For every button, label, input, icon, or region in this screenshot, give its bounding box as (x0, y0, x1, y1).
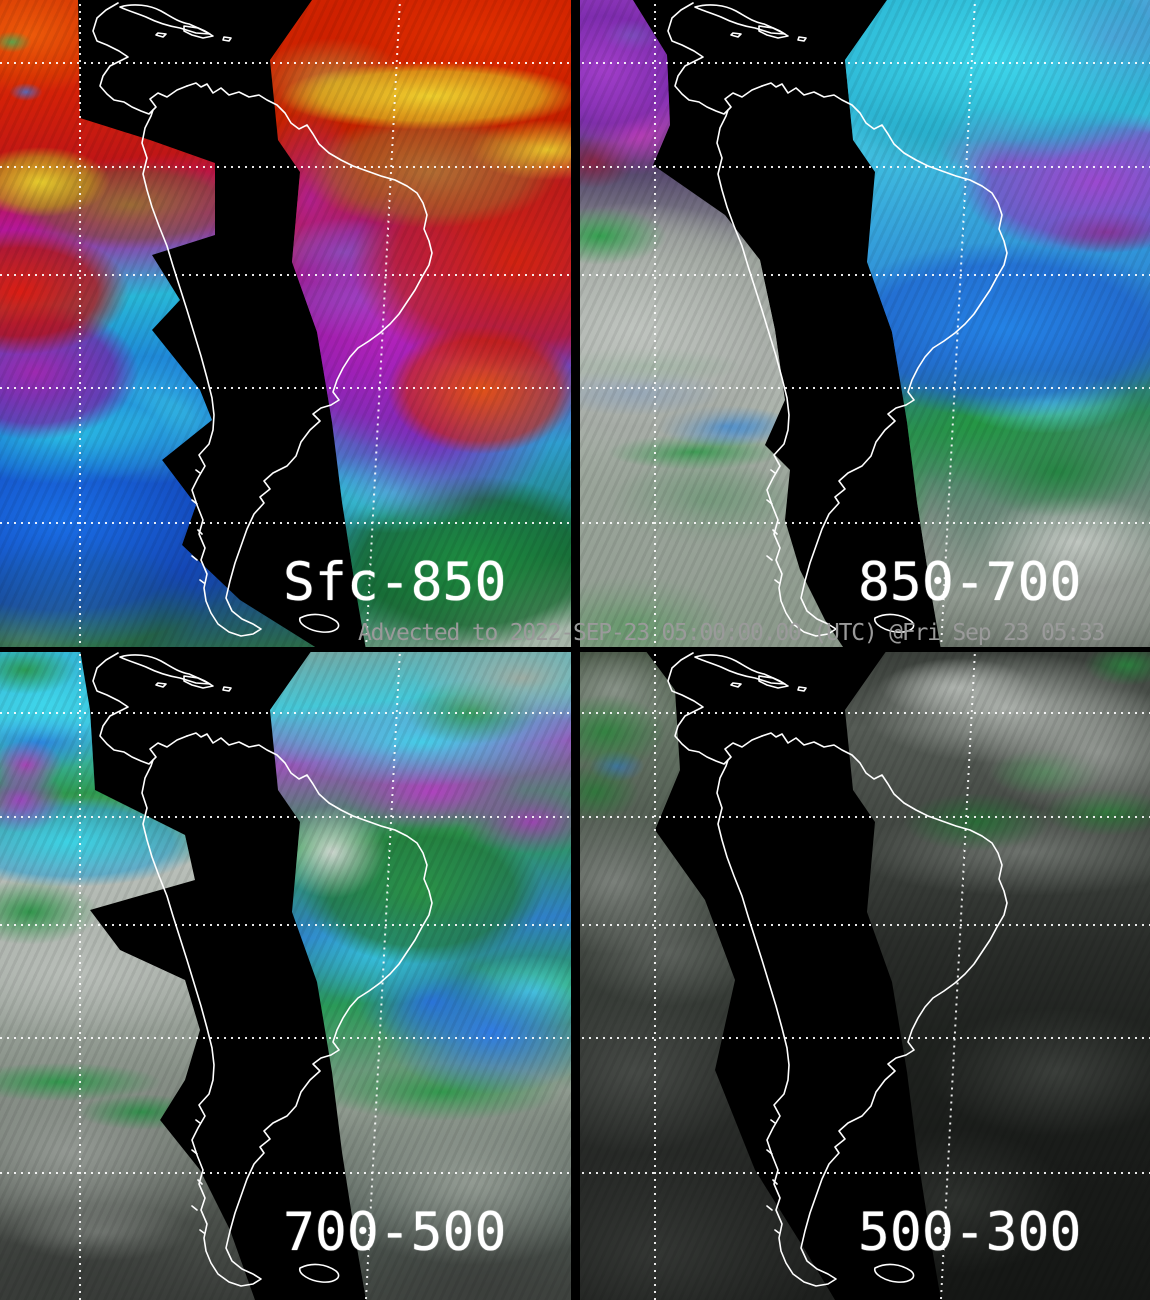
panel-850-700: 850-700 (575, 0, 1150, 650)
latitude-gridline (0, 274, 575, 276)
latitude-gridline (575, 1172, 1150, 1174)
timestamp-overlay: Advected to 2022-SEP-23 05:00:00.00 (UTC… (358, 620, 1105, 646)
latitude-gridline (575, 387, 1150, 389)
panel-500-300: 500-300 (575, 650, 1150, 1300)
latitude-gridline (0, 166, 575, 168)
moisture-field-atlantic (845, 0, 1150, 650)
latitude-gridline (0, 816, 575, 818)
latitude-gridline (0, 1037, 575, 1039)
panel-label: 850-700 (858, 552, 1082, 613)
longitude-gridline (79, 0, 81, 650)
longitude-gridline (654, 650, 656, 1300)
panel-700-500: 700-500 (0, 650, 575, 1300)
latitude-gridline (575, 166, 1150, 168)
latitude-gridline (0, 522, 575, 524)
latitude-gridline (0, 1172, 575, 1174)
latitude-gridline (0, 712, 575, 714)
latitude-gridline (575, 522, 1150, 524)
latitude-gridline (0, 387, 575, 389)
latitude-gridline (575, 274, 1150, 276)
longitude-gridline (79, 650, 81, 1300)
panel-label: 700-500 (283, 1202, 507, 1263)
panel-label: Sfc-850 (283, 552, 507, 613)
latitude-gridline (575, 924, 1150, 926)
latitude-gridline (575, 712, 1150, 714)
latitude-gridline (575, 1037, 1150, 1039)
panel-sfc-850: Sfc-850 (0, 0, 575, 650)
latitude-gridline (0, 924, 575, 926)
latitude-gridline (575, 62, 1150, 64)
horizontal-panel-divider (0, 647, 1150, 652)
longitude-gridline (654, 0, 656, 650)
latitude-gridline (0, 62, 575, 64)
latitude-gridline (575, 816, 1150, 818)
panel-label: 500-300 (858, 1202, 1082, 1263)
